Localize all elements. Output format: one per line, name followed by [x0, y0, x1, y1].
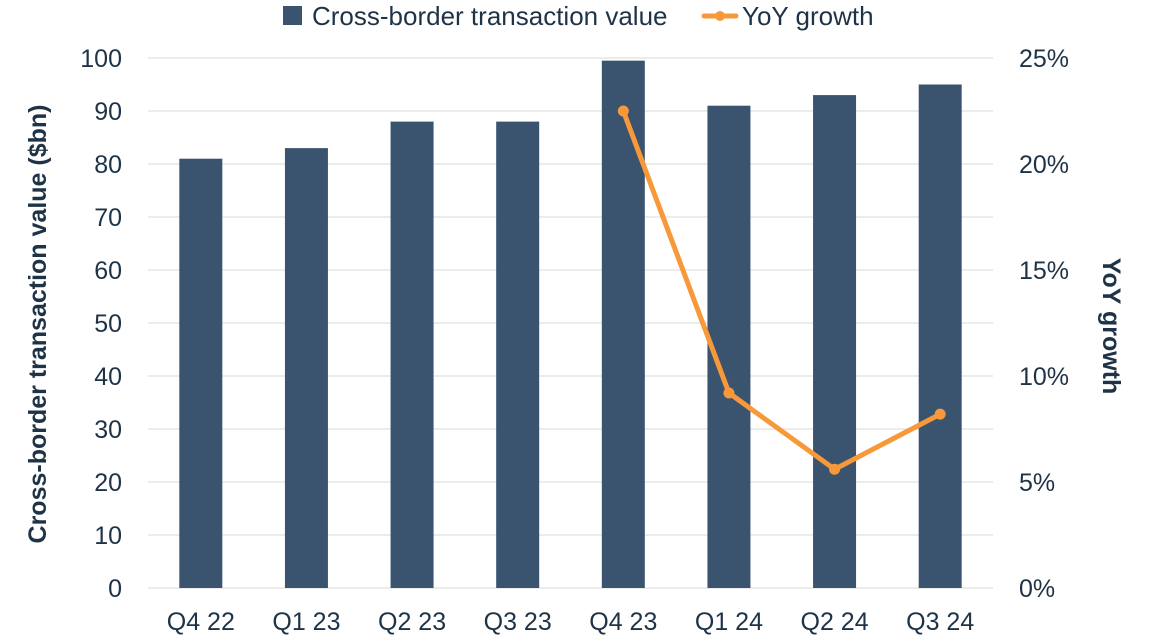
bar: [918, 84, 962, 588]
line-point: [829, 463, 841, 475]
bar: [284, 148, 328, 588]
x-tick-label: Q1 23: [272, 608, 340, 636]
x-tick-label: Q1 24: [695, 608, 763, 636]
y2-tick-label: 25%: [1019, 45, 1069, 73]
y-tick-label: 80: [94, 151, 122, 179]
y-tick-label: 0: [108, 575, 122, 603]
bar: [601, 60, 645, 588]
y-tick-label: 40: [94, 363, 122, 391]
x-tick-label: Q4 23: [589, 608, 657, 636]
legend-swatch-bar: [283, 6, 302, 25]
legend-label-line: YoY growth: [742, 1, 874, 31]
line-point: [723, 387, 735, 399]
line-point: [617, 105, 629, 117]
y-tick-label: 20: [94, 469, 122, 497]
y2-tick-label: 20%: [1019, 151, 1069, 179]
y-tick-label: 70: [94, 204, 122, 232]
legend-label-bar: Cross-border transaction value: [312, 1, 668, 31]
legend-swatch-marker: [715, 11, 725, 21]
y-tick-label: 30: [94, 416, 122, 444]
legend: Cross-border transaction value YoY growt…: [283, 1, 874, 31]
x-tick-label: Q2 24: [801, 608, 869, 636]
x-tick-label: Q4 22: [167, 608, 235, 636]
y-tick-label: 90: [94, 98, 122, 126]
y2-axis-title: YoY growth: [1097, 258, 1125, 395]
y-tick-label: 50: [94, 310, 122, 338]
line-series: [617, 105, 946, 475]
y-tick-label: 100: [80, 45, 122, 73]
line-point: [934, 408, 946, 420]
x-tick-label: Q3 23: [484, 608, 552, 636]
bar: [707, 105, 751, 588]
bar: [390, 121, 434, 588]
bar-series: [179, 60, 962, 588]
bar: [496, 121, 540, 588]
left-axis: 0 10 20 30 40 50 60 70 80 90 100: [80, 45, 122, 603]
y-tick-label: 60: [94, 257, 122, 285]
x-tick-label: Q2 23: [378, 608, 446, 636]
grid: [148, 57, 993, 589]
y2-tick-label: 0%: [1019, 575, 1055, 603]
y-axis-title: Cross-border transaction value ($bn): [24, 105, 52, 544]
bar: [179, 158, 223, 588]
bar: [813, 95, 857, 588]
right-axis: 0% 5% 10% 15% 20% 25%: [1019, 45, 1069, 603]
x-tick-label: Q3 24: [906, 608, 974, 636]
growth-line: [620, 108, 943, 472]
y2-tick-label: 15%: [1019, 257, 1069, 285]
y2-tick-label: 10%: [1019, 363, 1069, 391]
y2-tick-label: 5%: [1019, 469, 1055, 497]
x-axis: Q4 22 Q1 23 Q2 23 Q3 23 Q4 23 Q1 24 Q2 24 Q3 24: [167, 608, 975, 636]
y-tick-label: 10: [94, 522, 122, 550]
